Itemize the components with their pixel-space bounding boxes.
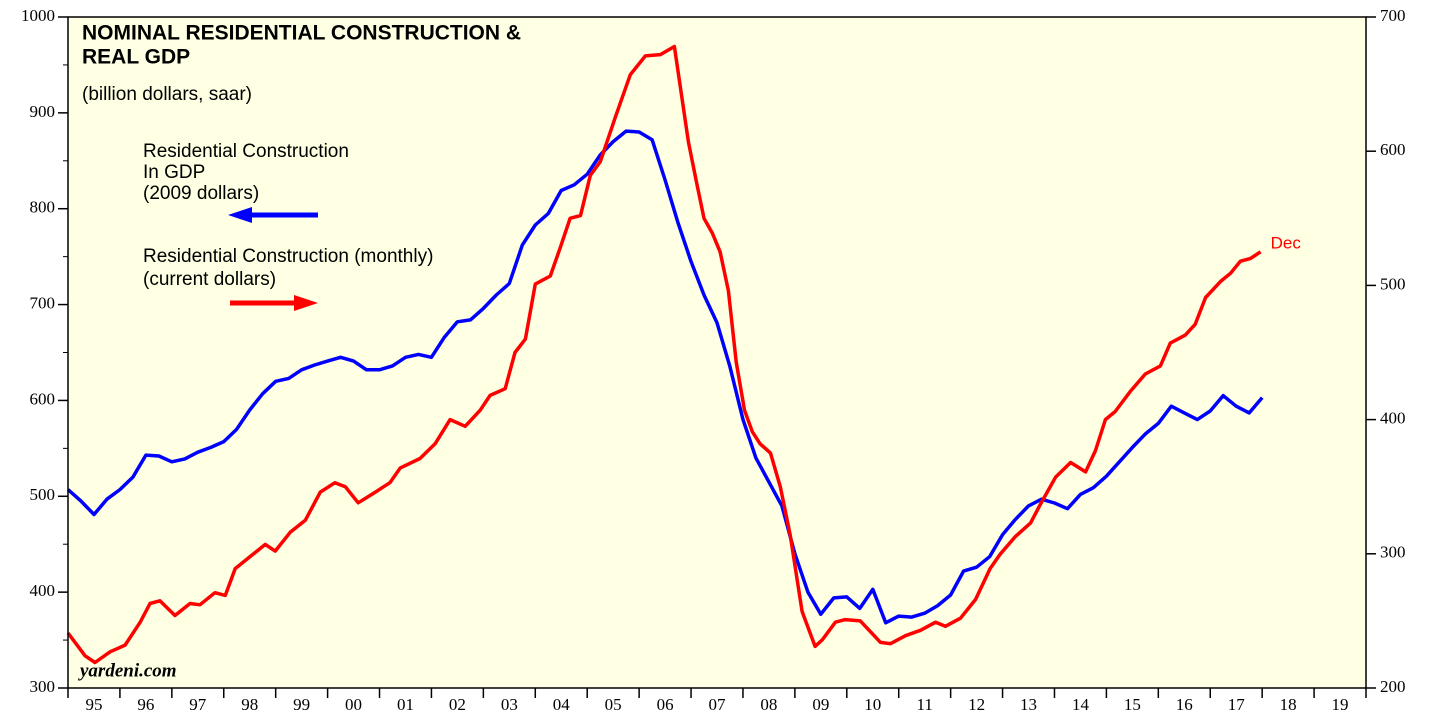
x-tick-label: 15 (1124, 695, 1141, 714)
x-tick-label: 02 (449, 695, 466, 714)
x-tick-label: 12 (968, 695, 985, 714)
y2-tick-label: 500 (1380, 274, 1406, 293)
end-label: Dec (1271, 233, 1302, 252)
y-tick-label: 300 (30, 677, 56, 696)
x-tick-label: 10 (864, 695, 881, 714)
y-tick-label: 800 (30, 198, 56, 217)
y-tick-label: 400 (30, 581, 56, 600)
x-tick-label: 09 (812, 695, 829, 714)
legend-arrow-head (228, 207, 252, 223)
x-tick-label: 03 (501, 695, 518, 714)
y-tick-label: 600 (30, 389, 56, 408)
y2-tick-label: 400 (1380, 409, 1406, 428)
y-tick-label: 700 (30, 293, 56, 312)
x-tick-label: 99 (293, 695, 310, 714)
y-tick-label: 1000 (21, 6, 55, 25)
legend-label: (current dollars) (143, 269, 276, 290)
x-tick-label: 11 (916, 695, 932, 714)
x-tick-label: 17 (1228, 695, 1246, 714)
x-tick-label: 05 (605, 695, 622, 714)
x-tick-label: 14 (1072, 695, 1090, 714)
series-line (66, 44, 1262, 665)
y-tick-label: 500 (30, 485, 56, 504)
y2-tick-label: 200 (1380, 677, 1406, 696)
x-tick-label: 00 (345, 695, 362, 714)
x-tick-label: 95 (85, 695, 102, 714)
x-tick-label: 07 (709, 695, 727, 714)
x-tick-label: 06 (657, 695, 674, 714)
y-tick-label: 900 (30, 102, 56, 121)
x-tick-label: 18 (1280, 695, 1297, 714)
legend-label: In GDP (143, 162, 205, 183)
watermark: yardeni.com (78, 660, 177, 681)
x-tick-label: 08 (760, 695, 777, 714)
legend-label: Residential Construction (monthly) (143, 246, 433, 267)
x-tick-label: 19 (1332, 695, 1349, 714)
plot-border (67, 16, 1367, 689)
series-line (66, 129, 1264, 625)
x-tick-label: 98 (241, 695, 258, 714)
legend-label: Residential Construction (143, 141, 349, 162)
y2-tick-label: 700 (1380, 6, 1406, 25)
legend-arrow-head (294, 295, 318, 311)
y2-tick-label: 300 (1380, 543, 1406, 562)
x-tick-label: 13 (1020, 695, 1037, 714)
chart-title: REAL GDP (82, 46, 190, 69)
plot-area (68, 17, 1366, 688)
x-tick-label: 01 (397, 695, 414, 714)
legend-label: (2009 dollars) (143, 183, 259, 204)
x-tick-label: 04 (553, 695, 571, 714)
x-tick-label: 16 (1176, 695, 1193, 714)
x-tick-label: 96 (137, 695, 154, 714)
y2-tick-label: 600 (1380, 140, 1406, 159)
x-tick-label: 97 (189, 695, 207, 714)
legend-arrow (228, 207, 318, 311)
chart-title: NOMINAL RESIDENTIAL CONSTRUCTION & (82, 22, 521, 45)
chart-subtitle: (billion dollars, saar) (82, 84, 252, 105)
